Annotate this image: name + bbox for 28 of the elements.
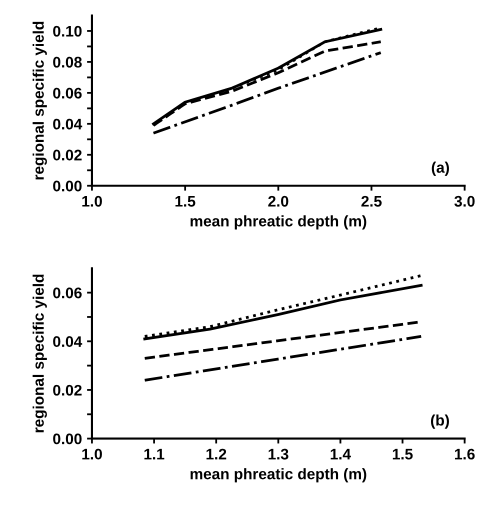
x-tick-label: 1.2 xyxy=(206,448,226,460)
y-tick-label: 0.06 xyxy=(53,88,82,99)
y-axis-title: regional specific yield xyxy=(32,274,47,432)
x-axis-title: mean phreatic depth (m) xyxy=(190,468,366,482)
x-axis-title: mean phreatic depth (m) xyxy=(190,215,366,230)
x-tick-label: 1.0 xyxy=(82,448,102,460)
y-axis-title: regional specific yield xyxy=(32,22,47,180)
x-tick-label: 2.5 xyxy=(361,196,382,207)
y-tick-label: 0.02 xyxy=(53,150,82,160)
y-tick-label: 0.04 xyxy=(53,118,82,130)
x-tick-label: 2.0 xyxy=(268,196,288,207)
y-tick-label: 0.06 xyxy=(53,288,82,298)
x-tick-label: 1.3 xyxy=(268,448,288,460)
annotation: (a) xyxy=(432,162,449,176)
y-tick-label: 0.10 xyxy=(53,26,82,37)
y-tick-label: 0.00 xyxy=(53,180,82,192)
x-tick-label: 3.0 xyxy=(454,196,475,207)
x-tick-label: 1.5 xyxy=(175,196,196,207)
y-tick-label: 0.00 xyxy=(53,433,82,444)
x-tick-label: 1.4 xyxy=(330,448,351,460)
y-tick-label: 0.02 xyxy=(53,384,82,396)
x-tick-label: 1.0 xyxy=(82,196,102,207)
x-tick-label: 1.1 xyxy=(144,448,164,460)
annotation: (b) xyxy=(430,414,449,429)
y-tick-label: 0.08 xyxy=(53,56,82,68)
x-tick-label: 1.6 xyxy=(454,448,475,460)
x-tick-label: 1.5 xyxy=(392,448,413,460)
y-tick-label: 0.04 xyxy=(53,336,82,347)
